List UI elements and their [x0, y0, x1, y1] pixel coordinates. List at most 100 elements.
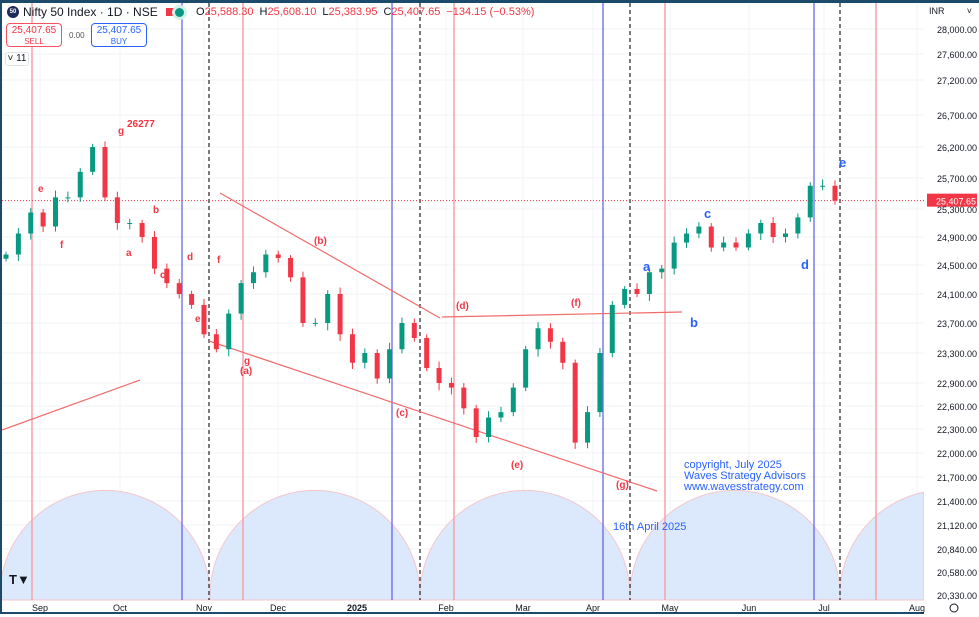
candle-body: [263, 254, 269, 273]
wave-label: b: [153, 205, 159, 216]
candle-body: [362, 353, 368, 363]
x-tick-label: Jul: [818, 603, 830, 613]
candle-body: [498, 412, 504, 418]
candle: [362, 348, 368, 369]
y-tick-label: 21,400.00: [937, 497, 977, 507]
candle: [609, 301, 615, 358]
last-price-badge: [927, 193, 977, 207]
y-tick-label: 24,100.00: [937, 290, 977, 300]
candle-body: [151, 237, 157, 269]
wave-label: g: [244, 356, 250, 367]
wave-label: (a): [240, 366, 252, 377]
candle: [733, 237, 739, 251]
currency-select[interactable]: INR ˅: [927, 6, 975, 20]
wave-label: (d): [456, 301, 469, 312]
candle-body: [399, 323, 405, 350]
candle: [634, 283, 640, 298]
y-tick-label: 23,700.00: [937, 319, 977, 329]
y-tick-label: 21,120.00: [937, 521, 977, 531]
candle-body: [374, 353, 380, 379]
high-value: 25,608.10: [267, 6, 317, 18]
price-axis: [924, 3, 979, 617]
candle: [28, 207, 34, 240]
symbol-title[interactable]: Nifty 50 Index · 1D · NSE: [23, 5, 158, 19]
trendline: [219, 192, 441, 319]
chevron-down-icon: ˅: [966, 6, 972, 16]
candle: [832, 180, 838, 205]
candle: [213, 329, 219, 353]
candle-body: [28, 212, 34, 234]
x-tick-label: 2025: [347, 603, 367, 613]
gear-icon[interactable]: [949, 603, 959, 613]
candle-body: [436, 368, 442, 383]
candle: [411, 318, 417, 342]
buy-label: BUY: [110, 37, 128, 46]
wave-label: d: [187, 252, 193, 263]
candle: [436, 361, 442, 391]
y-tick-label: 20,330.00: [937, 591, 977, 601]
candle-body: [659, 268, 665, 273]
candle-body: [411, 323, 417, 338]
sell-button[interactable]: 25,407.65 SELL: [6, 23, 62, 47]
candle: [40, 208, 46, 233]
candle: [486, 411, 492, 443]
candle-body: [127, 223, 133, 224]
y-tick-label: 27,200.00: [937, 76, 977, 86]
candle: [77, 167, 83, 202]
candle: [783, 228, 789, 243]
candle: [102, 141, 108, 201]
wave-label: (f): [571, 298, 581, 309]
candle: [708, 223, 714, 252]
candle: [238, 280, 244, 320]
candle-body: [288, 258, 294, 278]
candle: [65, 191, 71, 203]
candle-body: [758, 223, 764, 234]
candle-body: [646, 272, 652, 294]
price-chart[interactable]: g26277efabcdefg(a)(b)(c)(d)(e)(f)(g)abcd…: [2, 3, 979, 617]
candle: [189, 290, 195, 309]
candle-body: [473, 408, 479, 437]
candle-body: [523, 349, 529, 388]
symbol-header[interactable]: 50 Nifty 50 Index · 1D · NSE: [7, 5, 174, 19]
wave-label: (b): [314, 236, 327, 247]
cycle-arc: [209, 489, 421, 601]
flag-icon[interactable]: [165, 8, 174, 16]
x-tick-label: Aug: [909, 603, 925, 613]
candle-body: [189, 294, 195, 305]
candle: [52, 190, 58, 232]
wave-label: a: [643, 259, 651, 274]
candle: [151, 231, 157, 275]
candle: [374, 349, 380, 384]
candle: [597, 348, 603, 418]
x-tick-label: Sep: [32, 603, 48, 613]
x-tick-label: Dec: [270, 603, 287, 613]
candle-body: [337, 294, 343, 335]
x-tick-label: Jun: [742, 603, 757, 613]
candle-body: [40, 212, 46, 227]
candle: [448, 377, 454, 395]
y-tick-label: 22,000.00: [937, 449, 977, 459]
candle: [659, 264, 665, 279]
candle: [721, 236, 727, 252]
candle-body: [300, 277, 306, 323]
candle-body: [770, 223, 776, 237]
candle-body: [547, 328, 553, 342]
candle: [90, 143, 96, 175]
wave-label: f: [60, 240, 64, 251]
tradingview-logo[interactable]: T▼: [9, 572, 30, 587]
candle: [547, 323, 553, 349]
cycle-arc: [839, 491, 925, 601]
candle-body: [721, 242, 727, 248]
x-tick-label: Oct: [113, 603, 128, 613]
candle-body: [486, 417, 492, 437]
candle-body: [560, 341, 566, 363]
indicators-toggle[interactable]: ˅ 11: [5, 52, 29, 66]
x-tick-label: Nov: [196, 603, 213, 613]
candle-body: [349, 334, 355, 363]
candle: [770, 217, 776, 244]
candle-body: [461, 387, 467, 409]
trendline: [441, 311, 683, 318]
buy-button[interactable]: 25,407.65 BUY: [91, 23, 147, 47]
candle-body: [65, 197, 71, 199]
wave-label: e: [195, 314, 201, 325]
